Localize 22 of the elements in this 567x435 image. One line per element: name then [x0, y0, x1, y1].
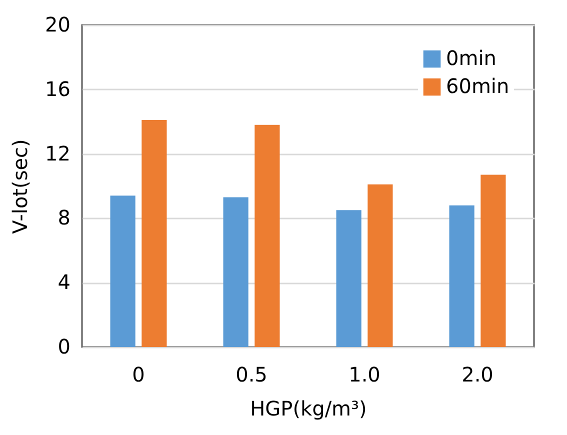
x-tick-label: 2.0 — [462, 362, 494, 386]
y-tick-label: 4 — [58, 270, 70, 294]
y-tick-label: 12 — [45, 141, 70, 166]
y-tick-label: 16 — [45, 76, 70, 101]
bar — [254, 124, 280, 347]
bar — [480, 174, 506, 347]
x-tick-label: 1.0 — [348, 362, 380, 386]
legend-label: 0min — [446, 46, 496, 70]
bar — [110, 196, 136, 347]
x-axis-title: HGP(kg/m³) — [250, 396, 367, 420]
y-tick-label: 20 — [45, 12, 70, 36]
bar — [336, 210, 362, 347]
bar — [449, 205, 474, 347]
y-tick-label: 8 — [58, 206, 70, 230]
y-tick-label: 0 — [58, 334, 70, 358]
bar — [368, 184, 393, 347]
bar — [223, 197, 248, 347]
y-axis-title: V-lot(sec) — [8, 139, 32, 234]
legend-label: 60min — [446, 74, 510, 98]
x-tick-label: 0.5 — [236, 362, 268, 386]
x-tick-label: 0 — [132, 362, 145, 386]
bar — [142, 120, 167, 347]
